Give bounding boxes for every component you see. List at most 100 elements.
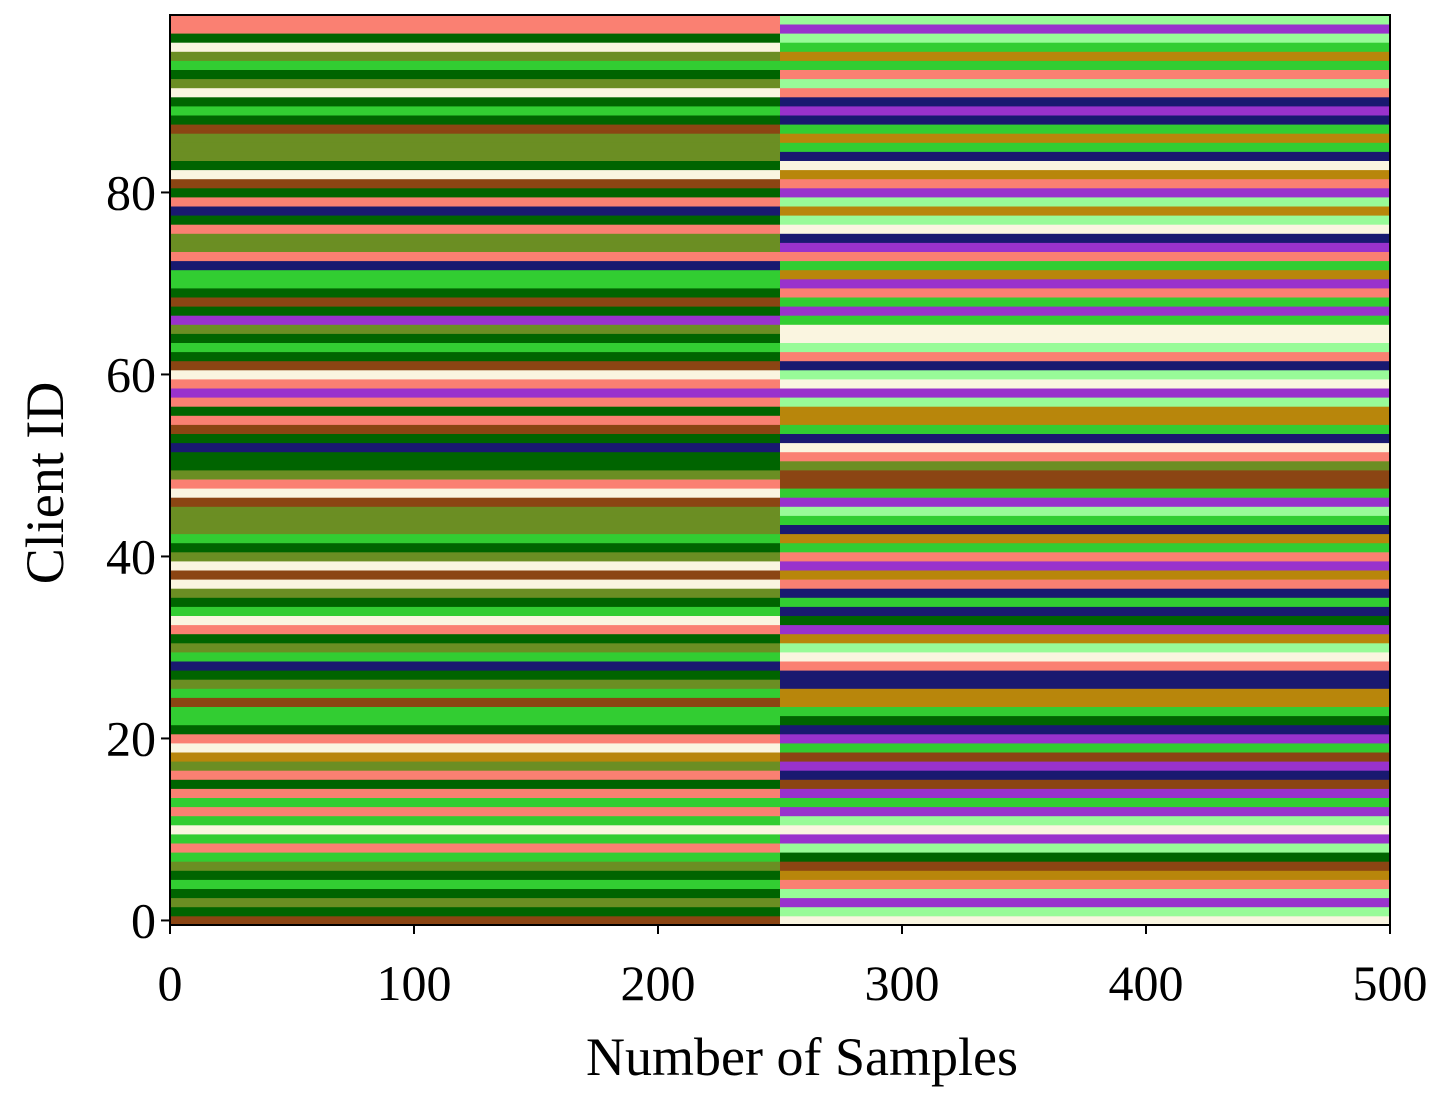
bar-client-47-segment-1 bbox=[780, 488, 1390, 498]
bar-client-96-segment-1 bbox=[780, 42, 1390, 52]
bar-client-34-segment-1 bbox=[780, 606, 1390, 616]
bar-client-49-segment-0 bbox=[170, 470, 780, 480]
bar-client-43-segment-0 bbox=[170, 524, 780, 535]
bar-client-24-segment-0 bbox=[170, 697, 780, 707]
bar-client-27-segment-1 bbox=[780, 670, 1390, 680]
bar-client-4-segment-0 bbox=[170, 879, 780, 889]
bar-client-59-segment-1 bbox=[780, 379, 1390, 389]
bar-client-13-segment-0 bbox=[170, 797, 780, 808]
bar-client-32-segment-1 bbox=[780, 624, 1390, 635]
bar-client-73-segment-0 bbox=[170, 251, 780, 262]
bar-client-2-segment-1 bbox=[780, 897, 1390, 908]
bar-client-9-segment-0 bbox=[170, 834, 780, 844]
bar-client-67-segment-0 bbox=[170, 306, 780, 316]
bar-client-46-segment-0 bbox=[170, 497, 780, 507]
bar-client-80-segment-1 bbox=[780, 187, 1390, 198]
bar-client-35-segment-1 bbox=[780, 597, 1390, 607]
bar-client-55-segment-0 bbox=[170, 415, 780, 425]
bar-client-45-segment-0 bbox=[170, 506, 780, 516]
bar-client-25-segment-0 bbox=[170, 688, 780, 698]
bar-client-31-segment-0 bbox=[170, 633, 780, 644]
bar-client-11-segment-0 bbox=[170, 815, 780, 826]
bar-client-46-segment-1 bbox=[780, 497, 1390, 507]
bar-client-39-segment-1 bbox=[780, 561, 1390, 571]
bar-client-43-segment-1 bbox=[780, 524, 1390, 535]
x-tick-label: 400 bbox=[1109, 955, 1184, 1011]
bar-client-61-segment-0 bbox=[170, 360, 780, 371]
bar-client-75-segment-1 bbox=[780, 233, 1390, 243]
bar-client-84-segment-1 bbox=[780, 151, 1390, 161]
bar-client-66-segment-0 bbox=[170, 315, 780, 325]
bar-client-7-segment-1 bbox=[780, 852, 1390, 862]
bar-client-71-segment-1 bbox=[780, 269, 1390, 280]
bar-client-24-segment-1 bbox=[780, 697, 1390, 707]
bar-client-99-segment-0 bbox=[170, 15, 780, 25]
x-tick-label: 200 bbox=[621, 955, 696, 1011]
bar-client-20-segment-1 bbox=[780, 733, 1390, 744]
bar-client-93-segment-0 bbox=[170, 69, 780, 80]
bar-client-55-segment-1 bbox=[780, 415, 1390, 425]
bar-client-70-segment-1 bbox=[780, 278, 1390, 289]
bar-client-15-segment-0 bbox=[170, 779, 780, 789]
x-axis-title: Number of Samples bbox=[586, 1027, 1018, 1087]
bar-client-94-segment-1 bbox=[780, 60, 1390, 70]
bar-client-91-segment-0 bbox=[170, 87, 780, 98]
bar-client-80-segment-0 bbox=[170, 187, 780, 198]
bar-client-59-segment-0 bbox=[170, 379, 780, 389]
bar-client-26-segment-1 bbox=[780, 679, 1390, 689]
bar-client-48-segment-0 bbox=[170, 479, 780, 489]
bar-client-65-segment-1 bbox=[780, 324, 1390, 334]
bar-client-44-segment-1 bbox=[780, 515, 1390, 525]
bar-client-72-segment-0 bbox=[170, 260, 780, 271]
bar-client-33-segment-0 bbox=[170, 615, 780, 626]
x-axis: 0 100 200 300 400 500 bbox=[158, 925, 1428, 1011]
bar-client-60-segment-1 bbox=[780, 369, 1390, 380]
bar-client-62-segment-1 bbox=[780, 351, 1390, 362]
bar-client-11-segment-1 bbox=[780, 815, 1390, 826]
y-tick-label: 60 bbox=[106, 346, 156, 402]
bar-client-33-segment-1 bbox=[780, 615, 1390, 626]
bar-client-82-segment-1 bbox=[780, 169, 1390, 180]
bar-client-31-segment-1 bbox=[780, 633, 1390, 644]
bar-client-49-segment-1 bbox=[780, 470, 1390, 480]
bar-client-96-segment-0 bbox=[170, 42, 780, 52]
bar-client-51-segment-1 bbox=[780, 451, 1390, 462]
bar-client-79-segment-0 bbox=[170, 197, 780, 207]
bar-client-78-segment-1 bbox=[780, 206, 1390, 216]
x-tick-label: 100 bbox=[377, 955, 452, 1011]
bar-client-79-segment-1 bbox=[780, 197, 1390, 207]
bar-client-51-segment-0 bbox=[170, 451, 780, 462]
bar-client-32-segment-0 bbox=[170, 624, 780, 635]
bar-client-95-segment-0 bbox=[170, 51, 780, 61]
bar-client-30-segment-0 bbox=[170, 642, 780, 653]
bar-client-45-segment-1 bbox=[780, 506, 1390, 516]
bar-client-56-segment-1 bbox=[780, 406, 1390, 416]
bar-client-9-segment-1 bbox=[780, 834, 1390, 844]
bar-client-54-segment-1 bbox=[780, 424, 1390, 434]
bar-client-17-segment-1 bbox=[780, 761, 1390, 771]
bar-client-23-segment-0 bbox=[170, 706, 780, 717]
bar-client-66-segment-1 bbox=[780, 315, 1390, 325]
bar-client-3-segment-0 bbox=[170, 888, 780, 899]
bar-client-68-segment-1 bbox=[780, 297, 1390, 307]
bar-client-89-segment-1 bbox=[780, 106, 1390, 116]
bar-client-37-segment-1 bbox=[780, 579, 1390, 589]
bar-client-57-segment-0 bbox=[170, 397, 780, 407]
bar-client-60-segment-0 bbox=[170, 369, 780, 380]
bar-client-99-segment-1 bbox=[780, 15, 1390, 25]
bar-client-28-segment-0 bbox=[170, 661, 780, 671]
bar-client-83-segment-0 bbox=[170, 160, 780, 171]
bar-client-48-segment-1 bbox=[780, 479, 1390, 489]
bar-client-95-segment-1 bbox=[780, 51, 1390, 61]
bar-client-37-segment-0 bbox=[170, 579, 780, 589]
x-tick-label: 300 bbox=[865, 955, 940, 1011]
bar-client-72-segment-1 bbox=[780, 260, 1390, 271]
bar-client-38-segment-1 bbox=[780, 570, 1390, 580]
bar-client-50-segment-1 bbox=[780, 460, 1390, 471]
bar-client-90-segment-1 bbox=[780, 96, 1390, 107]
bar-client-10-segment-0 bbox=[170, 824, 780, 835]
bar-client-29-segment-0 bbox=[170, 652, 780, 662]
y-tick-label: 0 bbox=[131, 892, 156, 948]
bar-client-19-segment-1 bbox=[780, 743, 1390, 753]
